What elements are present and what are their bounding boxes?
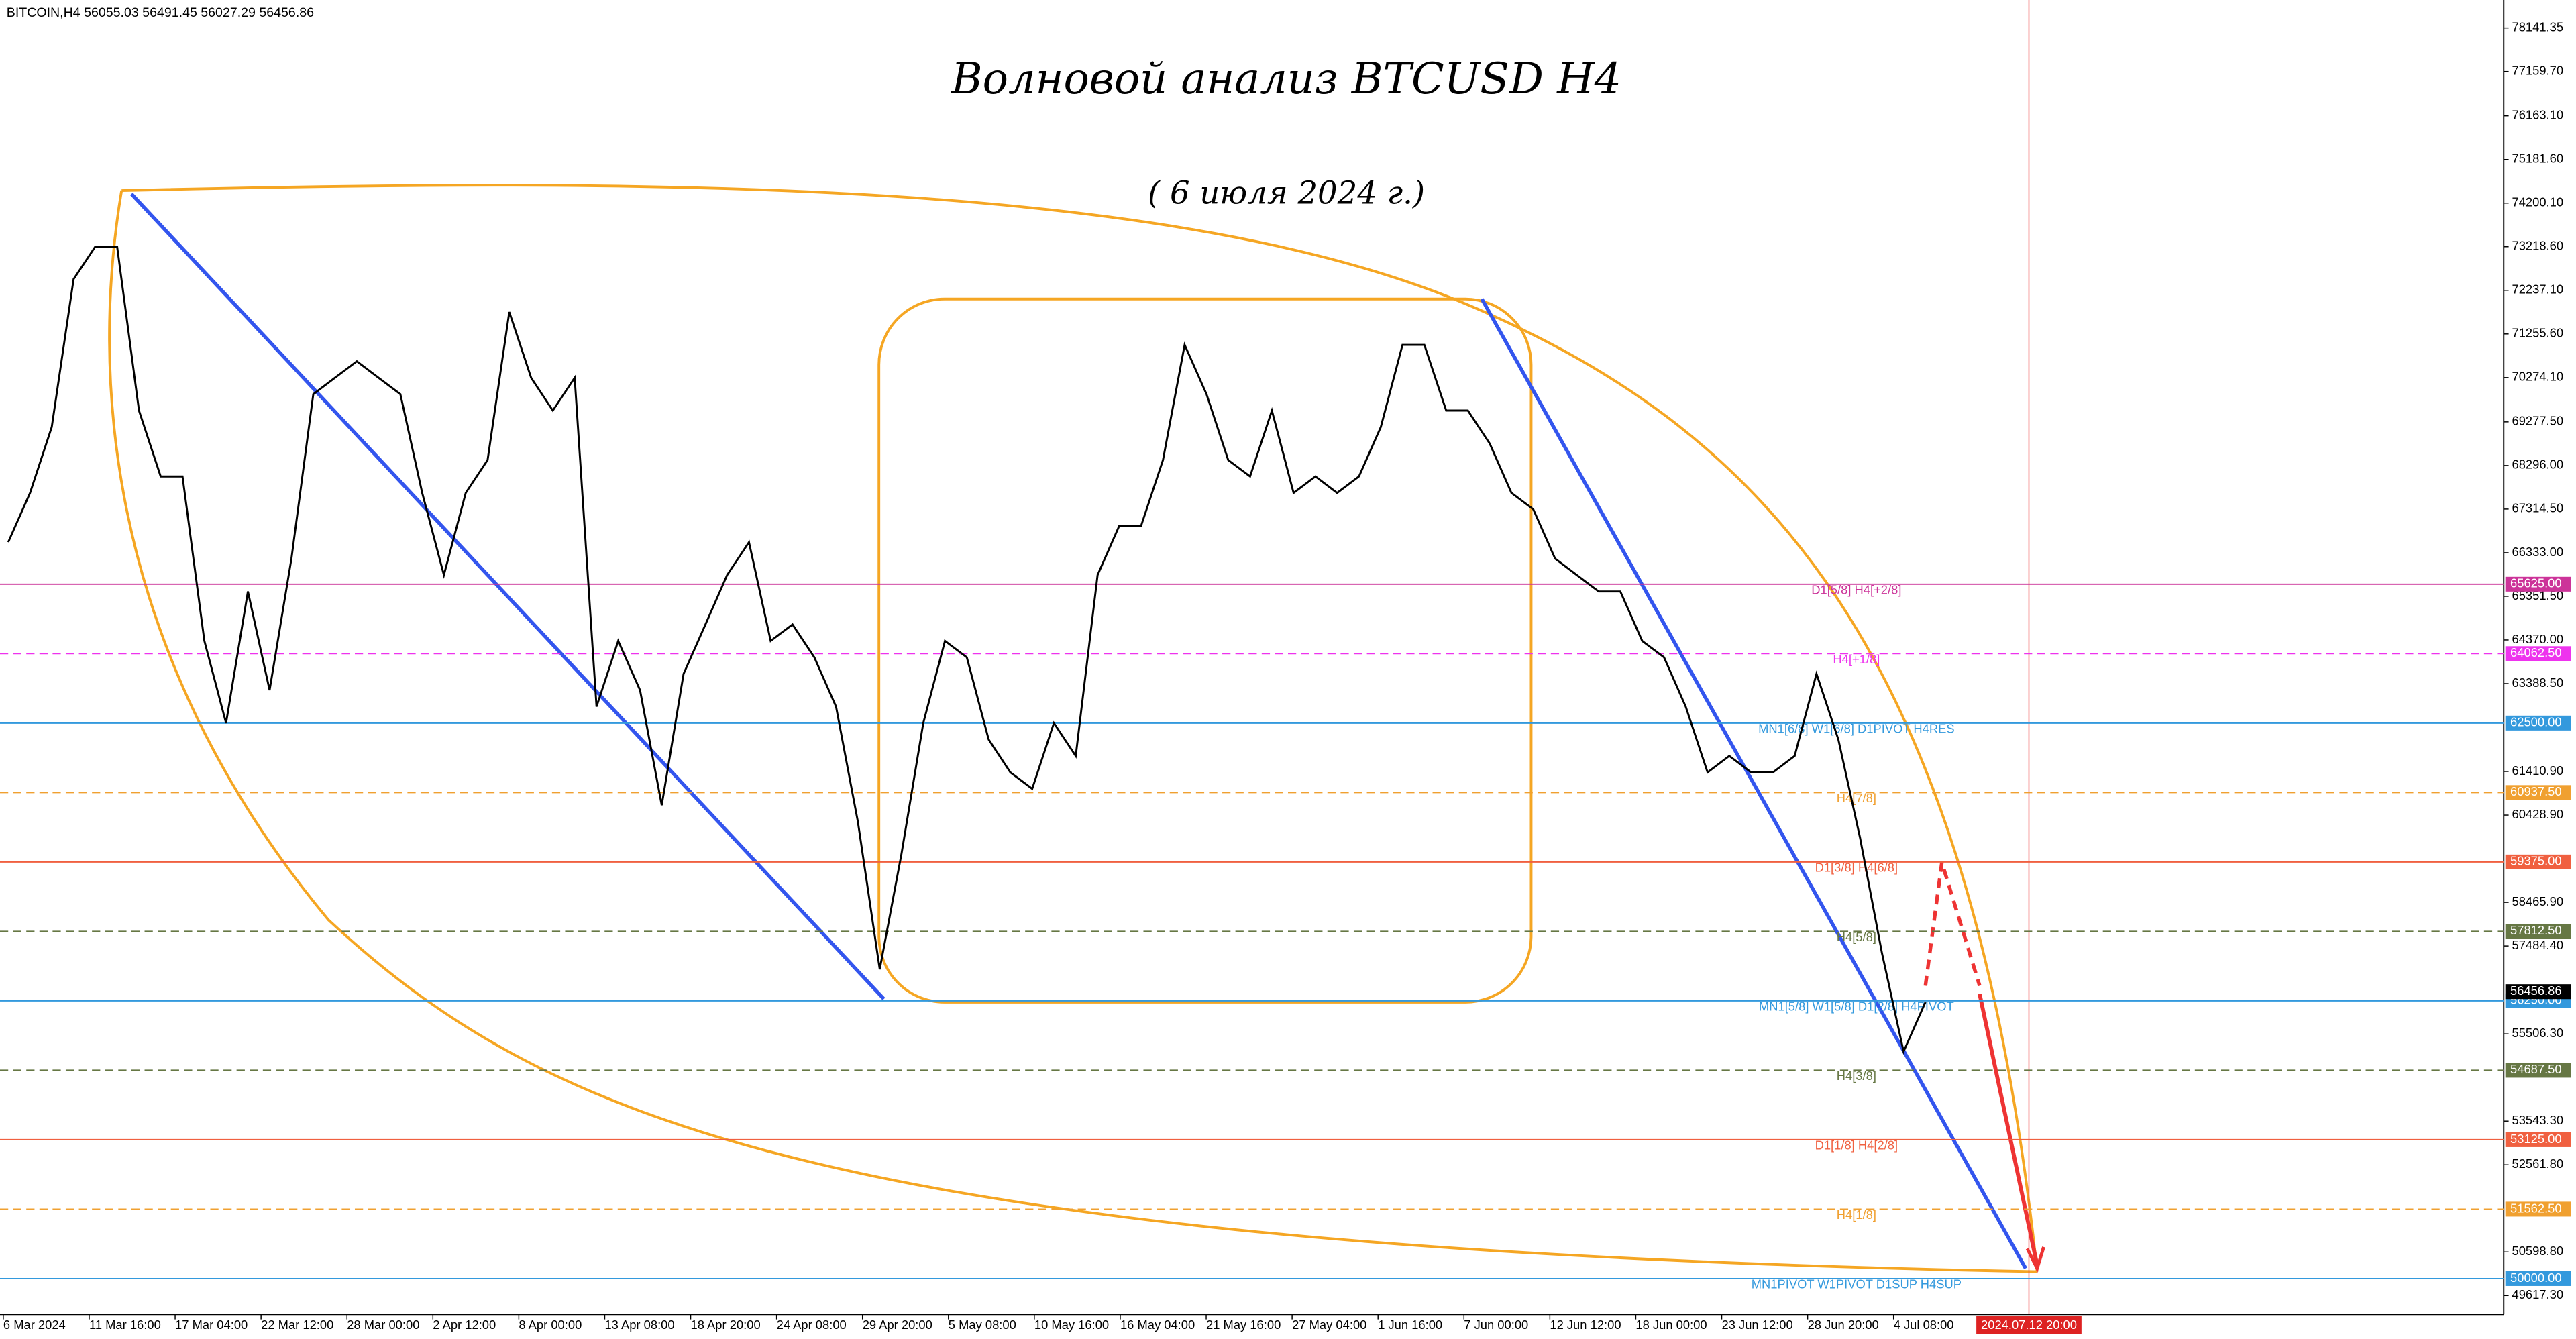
y-tick-label: 49617.30: [2512, 1287, 2563, 1301]
price-line: [7, 246, 1927, 1055]
x-tick-label: 22 Mar 12:00: [261, 1318, 333, 1332]
y-tick-label: 70274.10: [2512, 370, 2563, 384]
level-label: 60937.50: [2510, 784, 2562, 798]
level-label: 54687.50: [2510, 1062, 2562, 1076]
level-name: MN1PIVOT W1PIVOT D1SUP H4SUP: [1752, 1277, 1962, 1291]
level-tag: [2505, 715, 2571, 731]
x-tick-label: 1 Jun 16:00: [1378, 1318, 1442, 1332]
x-tick-label: 2 Apr 12:00: [433, 1318, 496, 1332]
level-name: D1[5/8] H4[+2/8]: [1811, 582, 1901, 596]
wave-curve: [108, 190, 2037, 1273]
forecast-arrow: [1978, 994, 2039, 1266]
cursor-label: 2024.07.12 20:00: [1981, 1318, 2077, 1332]
y-tick-label: 74200.10: [2512, 195, 2563, 209]
x-tick-label: 17 Mar 04:00: [175, 1318, 248, 1332]
wave-curve: [121, 184, 2039, 1272]
level-label: 59375.00: [2510, 854, 2562, 868]
y-tick-label: 65351.50: [2512, 588, 2563, 602]
x-tick-label: 18 Jun 00:00: [1635, 1318, 1707, 1332]
level-name: H4[+1/8]: [1833, 652, 1880, 666]
x-tick-label: 23 Jun 12:00: [1722, 1318, 1793, 1332]
x-tick-label: 24 Apr 08:00: [777, 1318, 847, 1332]
level-tag: [2505, 924, 2571, 939]
y-tick-label: 50598.80: [2512, 1244, 2563, 1258]
level-name: MN1[6/8] W1[6/8] D1PIVOT H4RES: [1758, 721, 1954, 735]
x-tick-label: 27 May 04:00: [1292, 1318, 1366, 1332]
trend-line: [1480, 298, 2027, 1270]
x-tick-label: 11 Mar 16:00: [89, 1318, 161, 1332]
x-tick-label: 6 Mar 2024: [3, 1318, 66, 1332]
level-label: 65625.00: [2510, 576, 2562, 590]
y-tick-label: 55506.30: [2512, 1026, 2563, 1040]
x-tick-label: 8 Apr 00:00: [519, 1318, 582, 1332]
y-tick-label: 64370.00: [2512, 632, 2563, 646]
cursor-tag: [1976, 1316, 2082, 1334]
y-tick-label: 53543.30: [2512, 1113, 2563, 1127]
level-tag: [2505, 576, 2571, 592]
header: BITCOIN,H4 56055.03 56491.45 56027.29 56…: [7, 5, 314, 20]
y-tick-label: 69277.50: [2512, 414, 2563, 428]
y-tick-label: 73218.60: [2512, 239, 2563, 253]
level-tag: [2505, 854, 2571, 869]
level-name: H4[3/8]: [1837, 1069, 1876, 1083]
y-tick-label: 52561.80: [2512, 1157, 2563, 1171]
x-tick-label: 28 Jun 20:00: [1808, 1318, 1879, 1332]
price-tag: [2505, 984, 2571, 1000]
y-tick-label: 66333.00: [2512, 545, 2563, 559]
x-tick-label: 18 Apr 20:00: [691, 1318, 761, 1332]
trend-line: [129, 193, 885, 1000]
level-label: 51562.50: [2510, 1201, 2562, 1215]
y-tick-label: 76163.10: [2512, 108, 2563, 122]
y-tick-label: 63388.50: [2512, 676, 2563, 690]
drawings: [108, 0, 2045, 1315]
level-label: 57812.50: [2510, 923, 2562, 937]
y-tick-label: 58465.90: [2512, 894, 2563, 908]
level-tag: [2505, 785, 2571, 800]
price-label: 56456.86: [2510, 983, 2562, 998]
chart-subtitle: ( 6 июля 2024 г.): [1148, 174, 1425, 211]
y-tick-label: 68296.00: [2512, 458, 2563, 472]
level-label: 50000.00: [2510, 1271, 2562, 1285]
arrow-head: [2025, 1246, 2045, 1273]
y-tick-label: 77159.70: [2512, 64, 2563, 78]
y-tick-label: 67314.50: [2512, 501, 2563, 515]
x-tick-label: 16 May 04:00: [1120, 1318, 1195, 1332]
level-name: D1[3/8] H4[6/8]: [1815, 861, 1898, 875]
level-name: H4[7/8]: [1837, 791, 1876, 805]
level-label: 53125.00: [2510, 1132, 2562, 1146]
x-tick-label: 13 Apr 08:00: [604, 1318, 674, 1332]
x-tick-label: 21 May 16:00: [1206, 1318, 1281, 1332]
level-name: H4[1/8]: [1837, 1208, 1876, 1222]
level-tag: [2505, 1271, 2571, 1286]
x-tick-label: 10 May 16:00: [1034, 1318, 1109, 1332]
level-tag: [2505, 1132, 2571, 1147]
y-tick-label: 61410.90: [2512, 763, 2563, 778]
level-tag: [2505, 1201, 2571, 1217]
x-tick-label: 4 Jul 08:00: [1894, 1318, 1954, 1332]
level-name: H4[5/8]: [1837, 930, 1876, 944]
y-tick-label: 78141.35: [2512, 19, 2563, 34]
range-box: [877, 297, 1533, 1004]
level-tag: [2505, 1063, 2571, 1078]
level-name: MN1[5/8] W1[5/8] D1[2/8] H4PIVOT: [1759, 1000, 1954, 1014]
y-tick-label: 75181.60: [2512, 152, 2563, 166]
x-tick-label: 12 Jun 12:00: [1550, 1318, 1621, 1332]
y-tick-label: 72237.10: [2512, 282, 2563, 297]
level-label: 64062.50: [2510, 645, 2562, 659]
x-tick-label: 28 Mar 00:00: [347, 1318, 419, 1332]
x-tick-label: 5 May 08:00: [949, 1318, 1016, 1332]
chart-title: Волновой анализ BTCUSD H4: [951, 54, 1621, 104]
level-name: D1[1/8] H4[2/8]: [1815, 1138, 1898, 1153]
y-tick-label: 60428.90: [2512, 807, 2563, 821]
y-tick-label: 71255.60: [2512, 326, 2563, 340]
level-tag: [2505, 646, 2571, 661]
level-label: 62500.00: [2510, 715, 2562, 729]
x-tick-label: 29 Apr 20:00: [863, 1318, 932, 1332]
y-tick-label: 57484.40: [2512, 938, 2563, 952]
x-tick-label: 7 Jun 00:00: [1464, 1318, 1528, 1332]
